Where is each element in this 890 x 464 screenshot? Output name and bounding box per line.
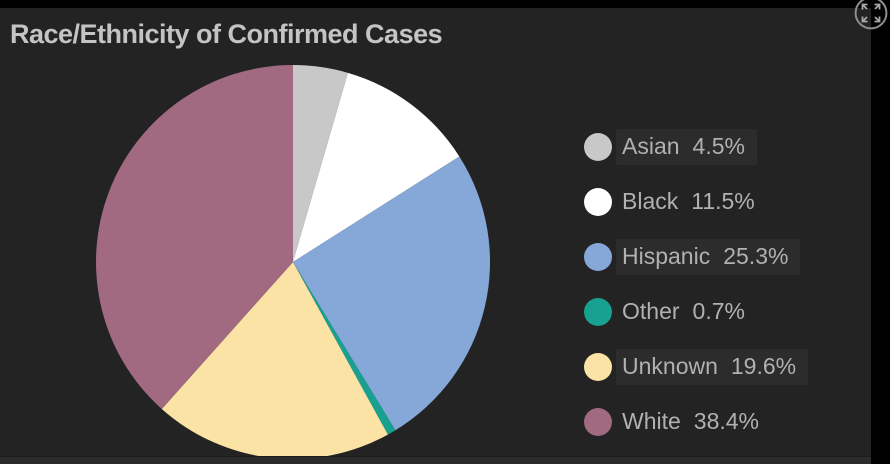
legend-text: Other 0.7% (616, 294, 757, 330)
legend-text: Unknown 19.6% (616, 348, 809, 385)
pie-slice-white[interactable] (96, 65, 294, 409)
pie-slice-black[interactable] (293, 72, 460, 262)
legend-text: Asian 4.5% (616, 128, 757, 165)
legend-value: 38.4% (693, 407, 760, 434)
legend-label: Other (622, 297, 680, 324)
expand-arrows-icon (854, 0, 888, 30)
legend-swatch-icon (584, 407, 612, 436)
legend-item-black[interactable]: Black 11.5% (584, 174, 808, 229)
pie-slice-other[interactable] (293, 262, 396, 435)
legend-label: White (622, 407, 681, 434)
legend-item-asian[interactable]: Asian 4.5% (584, 119, 808, 174)
legend-text: Hispanic 25.3% (616, 238, 801, 275)
legend-swatch-icon (584, 297, 612, 326)
chart-legend: Asian 4.5% Black 11.5% Hispanic 25.3% Other 0.7… (584, 119, 809, 449)
legend-item-other[interactable]: Other 0.7% (584, 284, 808, 339)
legend-value: 0.7% (692, 297, 745, 324)
legend-item-hispanic[interactable]: Hispanic 25.3% (584, 229, 808, 284)
legend-swatch-icon (584, 242, 612, 271)
bottom-strip (0, 456, 871, 464)
pie-slice-unknown[interactable] (161, 262, 388, 456)
legend-item-white[interactable]: White 38.4% (584, 394, 808, 449)
chart-title: Race/Ethnicity of Confirmed Cases (10, 19, 443, 49)
pie-slice-hispanic[interactable] (293, 156, 490, 431)
legend-value: 19.6% (730, 352, 797, 379)
legend-label: Black (622, 187, 679, 214)
legend-value: 4.5% (692, 132, 745, 159)
legend-label: Hispanic (622, 242, 711, 269)
legend-value: 25.3% (723, 242, 789, 269)
pie-chart (96, 65, 490, 456)
legend-value: 11.5% (691, 187, 755, 214)
legend-label: Unknown (622, 352, 718, 379)
chart-panel: Race/Ethnicity of Confirmed Cases Asian 4… (0, 8, 871, 456)
legend-label: Asian (622, 132, 680, 159)
legend-text: Black 11.5% (616, 184, 767, 220)
legend-swatch-icon (584, 132, 612, 161)
legend-text: White 38.4% (616, 404, 771, 440)
legend-swatch-icon (584, 352, 612, 381)
legend-swatch-icon (584, 187, 612, 216)
expand-button[interactable] (854, 0, 888, 30)
legend-item-unknown[interactable]: Unknown 19.6% (584, 339, 809, 394)
pie-slice-asian[interactable] (293, 65, 348, 262)
